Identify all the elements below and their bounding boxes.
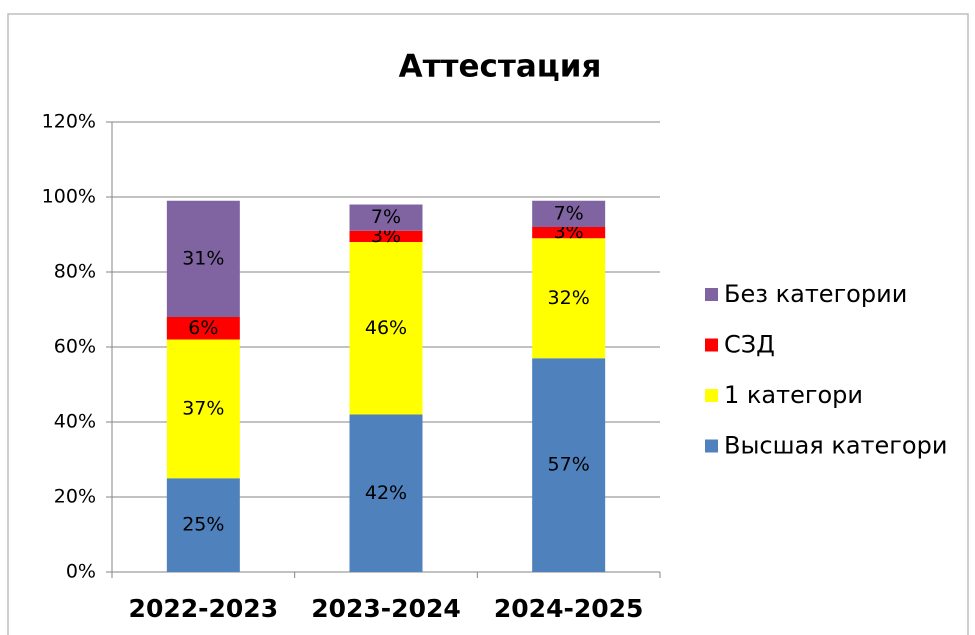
data-label: 6% — [188, 317, 218, 339]
bar-segment — [532, 238, 606, 359]
y-tick-label: 40% — [54, 411, 96, 433]
y-tick-label: 100% — [42, 186, 96, 208]
y-tick-label: 120% — [42, 111, 96, 133]
data-label: 57% — [548, 454, 590, 476]
data-label: 46% — [365, 317, 407, 339]
legend-label: Высшая категори — [724, 432, 947, 460]
chart-title: Аттестация — [399, 49, 602, 85]
x-tick-label: 2022-2023 — [129, 594, 279, 623]
chart-frame — [7, 13, 969, 635]
bar-segment — [166, 339, 240, 479]
bar-segment — [532, 358, 606, 572]
bar-segment — [349, 414, 423, 572]
legend-label: Без категории — [724, 280, 907, 308]
data-label: 32% — [548, 287, 590, 309]
data-label: 25% — [182, 514, 224, 536]
x-tick-label: 2023-2024 — [311, 594, 461, 623]
bar-segment — [166, 478, 240, 572]
legend-swatch — [705, 338, 718, 352]
data-label: 42% — [365, 482, 407, 504]
y-tick-label: 20% — [54, 486, 96, 508]
data-label: 37% — [182, 397, 224, 419]
data-label: 7% — [371, 206, 401, 228]
legend-swatch — [705, 288, 718, 301]
legend-swatch — [705, 439, 718, 453]
bar-segment — [166, 317, 240, 340]
legend-label: СЗД — [724, 331, 775, 359]
y-tick-label: 0% — [66, 561, 96, 583]
bar-segment — [532, 227, 606, 239]
data-label: 7% — [554, 202, 584, 224]
y-tick-label: 60% — [54, 336, 96, 358]
bar-segment — [349, 242, 423, 415]
data-label: 31% — [182, 247, 224, 269]
y-tick-label: 80% — [54, 261, 96, 283]
legend-swatch — [705, 389, 718, 402]
bar-segment — [349, 204, 423, 231]
legend-label: 1 категори — [724, 381, 863, 409]
bar-segment — [166, 200, 240, 317]
bar-segment — [349, 230, 423, 242]
x-tick-label: 2024-2025 — [494, 594, 644, 623]
bar-segment — [532, 200, 606, 227]
